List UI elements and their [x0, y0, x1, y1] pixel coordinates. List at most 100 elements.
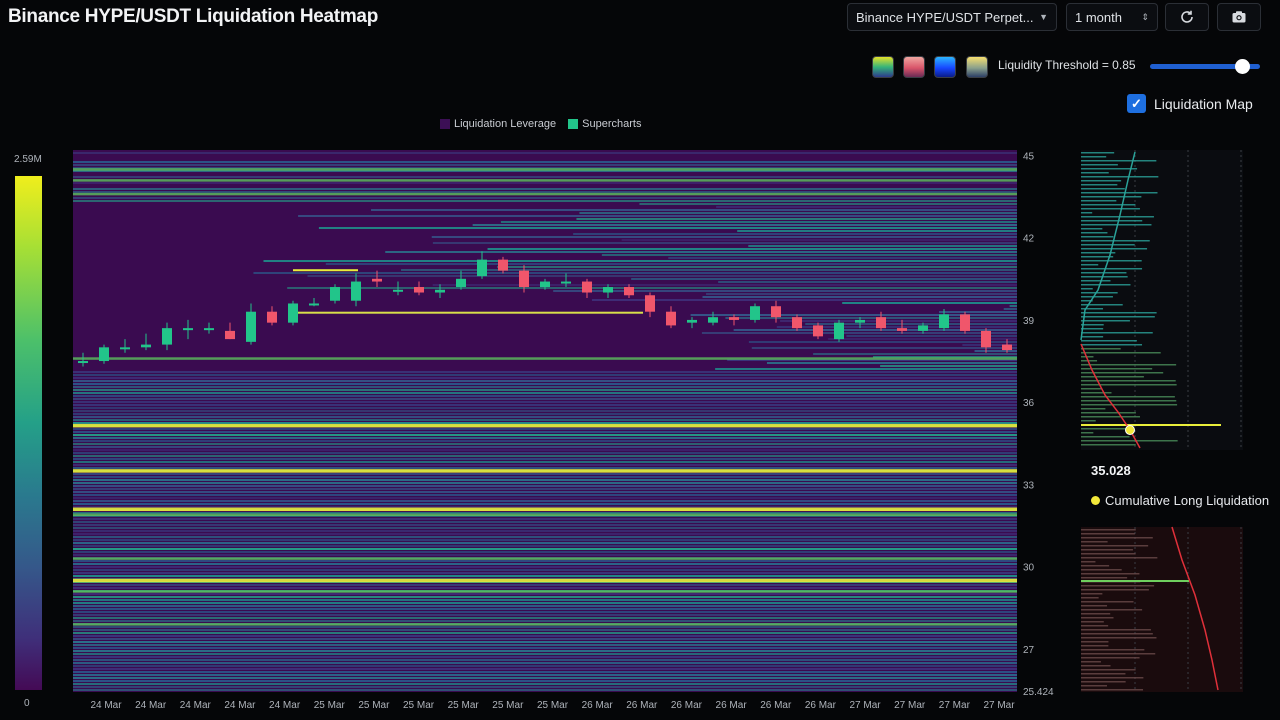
- palette-blue-swatch[interactable]: [934, 56, 956, 78]
- checkbox-checked-icon[interactable]: ✓: [1127, 94, 1146, 113]
- heatmap-bright-band: [73, 357, 1017, 360]
- tooltip-label-row: Cumulative Long Liquidation: [1091, 493, 1269, 508]
- profile-bar: [1081, 561, 1096, 563]
- profile-bar: [1081, 164, 1118, 166]
- heatmap-band: [73, 554, 1017, 556]
- profile-bar: [1081, 677, 1144, 679]
- profile-bar: [1081, 384, 1177, 386]
- heatmap-band: [73, 551, 1017, 553]
- candle-body: [99, 347, 109, 362]
- heatmap-band: [73, 665, 1017, 667]
- candle-body: [918, 325, 928, 331]
- candle-body: [771, 306, 781, 318]
- profile-bar: [1081, 352, 1161, 354]
- heatmap-band: [298, 215, 1017, 217]
- x-tick-label: 26 Mar: [671, 700, 703, 711]
- heatmap-band: [287, 287, 1017, 289]
- candle-body: [582, 281, 592, 293]
- profile-bar: [1081, 172, 1109, 174]
- palette-viridis-swatch[interactable]: [872, 56, 894, 78]
- profile-bar: [1081, 617, 1114, 619]
- palette-rose-swatch[interactable]: [903, 56, 925, 78]
- heatmap-bands: [73, 152, 1018, 691]
- profile-bar: [1081, 168, 1138, 170]
- heatmap-bright-band: [293, 311, 643, 314]
- heatmap-band: [73, 434, 1017, 436]
- candle-body: [141, 344, 151, 348]
- heatmap-band: [737, 230, 1017, 232]
- profile-bar: [1081, 625, 1109, 627]
- heatmap-band: [73, 485, 1017, 487]
- heatmap-band: [701, 332, 1017, 334]
- heatmap-band: [725, 317, 1017, 319]
- heatmap-band: [576, 218, 1017, 220]
- heatmap-band: [73, 371, 1017, 373]
- candle-body: [834, 322, 844, 340]
- candle-body: [393, 289, 403, 292]
- heatmap-band: [73, 521, 1017, 523]
- market-select-value: Binance HYPE/USDT Perpet...: [856, 9, 1034, 25]
- threshold-slider[interactable]: [1150, 59, 1260, 74]
- heatmap-band: [73, 446, 1017, 448]
- heatmap-band: [668, 257, 1017, 259]
- candle-body: [456, 278, 466, 288]
- heatmap-band: [73, 152, 1017, 154]
- profile-bar: [1081, 649, 1145, 651]
- candle-body: [561, 281, 571, 284]
- candle-body: [246, 311, 256, 342]
- heatmap-band: [873, 356, 1017, 358]
- heatmap-band: [73, 413, 1017, 415]
- profile-bar: [1081, 292, 1118, 294]
- profile-bar: [1081, 404, 1178, 406]
- liquidation-map-toggle[interactable]: ✓ Liquidation Map: [1127, 94, 1253, 113]
- profile-bar: [1081, 416, 1140, 418]
- profile-bar: [1081, 645, 1109, 647]
- heatmap-band: [73, 188, 1017, 190]
- colorbar-max-label: 2.59M: [14, 154, 42, 165]
- heatmap-band: [73, 419, 1017, 421]
- y-tick-label: 42: [1023, 234, 1035, 245]
- heatmap-bright-band: [73, 168, 1017, 171]
- palette-sand-swatch[interactable]: [966, 56, 988, 78]
- profile-bar: [1081, 396, 1175, 398]
- legend-swatch-supercharts: [568, 119, 579, 129]
- heatmap-band: [385, 251, 1018, 253]
- heatmap-band: [73, 662, 1017, 664]
- threshold-slider-knob[interactable]: [1235, 59, 1250, 74]
- candle-body: [288, 303, 298, 323]
- heatmap-band: [73, 524, 1017, 526]
- screenshot-button[interactable]: [1217, 3, 1261, 31]
- profile-bar: [1081, 637, 1157, 639]
- profile-bar: [1081, 296, 1113, 298]
- heatmap-band: [573, 233, 1017, 235]
- profile-bar: [1081, 597, 1099, 599]
- heatmap-band: [325, 263, 1017, 265]
- legend-item-supercharts[interactable]: Supercharts: [568, 118, 641, 130]
- heatmap-band: [776, 326, 1017, 328]
- heatmap-band: [751, 347, 1017, 349]
- camera-icon: [1232, 11, 1246, 23]
- chevron-updown-icon: ⇕: [1141, 11, 1149, 22]
- heatmap-band: [73, 164, 1017, 166]
- period-select[interactable]: 1 month ⇕: [1066, 3, 1158, 31]
- profile-bar: [1081, 633, 1153, 635]
- legend-item-leverage[interactable]: Liquidation Leverage: [440, 118, 556, 130]
- candle-body: [120, 347, 130, 350]
- legend-label-leverage: Liquidation Leverage: [454, 118, 557, 130]
- heatmap-band: [591, 299, 1017, 301]
- profile-bar: [1081, 284, 1131, 286]
- heatmap-band: [73, 647, 1017, 649]
- profile-bar: [1081, 252, 1116, 254]
- profile-bar: [1081, 348, 1121, 350]
- refresh-button[interactable]: [1165, 3, 1209, 31]
- heatmap-band: [73, 386, 1017, 388]
- heatmap-bright-band: [73, 623, 1017, 626]
- heatmap-band: [601, 254, 1017, 256]
- heatmap-band: [497, 266, 1017, 268]
- market-select[interactable]: Binance HYPE/USDT Perpet... ▼: [847, 3, 1057, 31]
- x-tick-label: 25 Mar: [314, 700, 346, 711]
- heatmap-band: [73, 575, 1017, 577]
- heatmap-band: [73, 491, 1017, 493]
- heatmap-band: [73, 488, 1017, 490]
- heatmap-band: [73, 596, 1017, 598]
